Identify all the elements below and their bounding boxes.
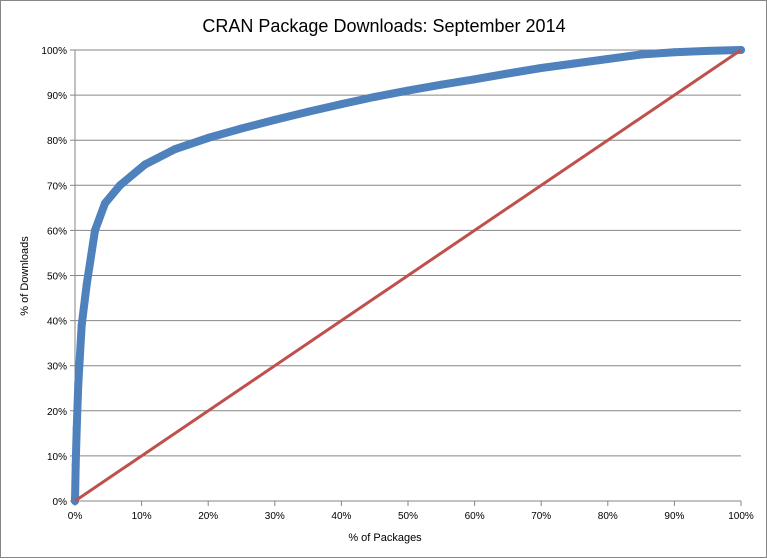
x-tick-label: 40% xyxy=(331,511,351,522)
data-point xyxy=(637,50,646,59)
data-point xyxy=(170,145,179,154)
data-point xyxy=(204,133,213,142)
data-point xyxy=(570,59,579,68)
data-point xyxy=(404,86,412,95)
data-point xyxy=(470,75,479,84)
y-tick-label: 10% xyxy=(47,452,67,463)
data-point xyxy=(82,280,91,289)
data-point xyxy=(74,379,83,388)
data-point xyxy=(304,107,313,116)
y-tick-label: 70% xyxy=(47,181,67,192)
x-tick-label: 20% xyxy=(198,511,218,522)
x-axis-label: % of Packages xyxy=(348,532,422,544)
equality-line xyxy=(74,48,742,503)
data-point xyxy=(100,199,109,208)
gridlines xyxy=(70,49,742,506)
series-group xyxy=(71,46,745,505)
y-tick-label: 60% xyxy=(47,226,67,237)
x-tick-label: 30% xyxy=(265,511,285,522)
data-point xyxy=(115,181,124,190)
x-tick-label: 10% xyxy=(132,511,152,522)
data-point xyxy=(71,460,80,469)
data-point xyxy=(603,55,612,64)
x-tick-label: 100% xyxy=(728,511,754,522)
x-tick-label: 90% xyxy=(664,511,684,522)
y-tick-label: 40% xyxy=(47,317,67,328)
x-tick-label: 60% xyxy=(465,511,485,522)
data-point xyxy=(537,64,546,73)
x-tick-label: 50% xyxy=(398,511,418,522)
data-point xyxy=(270,115,279,124)
y-axis-label: % of Downloads xyxy=(19,236,31,316)
y-tick-label: 90% xyxy=(47,91,67,102)
x-tick-labels: 0% 10% 20% 30% 40% 50% 60% 70% 80% 90% 100% xyxy=(68,511,754,522)
data-point xyxy=(237,124,246,133)
data-point xyxy=(72,424,81,433)
x-tick-label: 80% xyxy=(598,511,618,522)
data-point xyxy=(90,226,99,235)
data-point xyxy=(670,48,679,57)
y-tick-label: 20% xyxy=(47,407,67,418)
y-tick-label: 0% xyxy=(53,497,68,508)
x-tick-label: 0% xyxy=(68,511,83,522)
y-tick-labels: 0% 10% 20% 30% 40% 50% 60% 70% 80% 90% 100% xyxy=(41,46,67,508)
y-tick-label: 50% xyxy=(47,272,67,283)
x-tick-label: 70% xyxy=(531,511,551,522)
data-point xyxy=(370,92,379,101)
data-point xyxy=(703,46,712,55)
data-point xyxy=(140,160,149,169)
data-point xyxy=(437,80,446,89)
series-curve xyxy=(71,46,745,505)
data-point xyxy=(77,321,86,330)
chart-title: CRAN Package Downloads: September 2014 xyxy=(202,16,565,36)
data-point xyxy=(503,69,512,78)
data-point xyxy=(337,100,346,109)
y-tick-label: 100% xyxy=(41,46,67,57)
y-tick-label: 80% xyxy=(47,136,67,147)
y-tick-label: 30% xyxy=(47,362,67,373)
